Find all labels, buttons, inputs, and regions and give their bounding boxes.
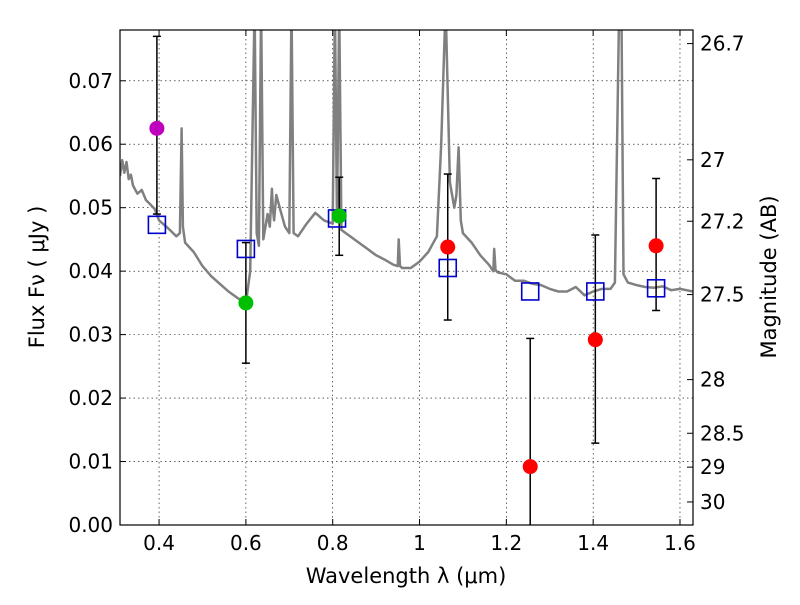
observed-flux-point [648, 238, 664, 254]
y-tick-label: 0.01 [68, 450, 113, 474]
model-photometry-point [646, 278, 666, 298]
model-photometry-point [236, 239, 256, 259]
y-tick-label: 0.06 [68, 132, 113, 156]
plot-area [120, 30, 693, 525]
x-tick-label: 0.4 [143, 531, 175, 555]
y2-axis-ticks: 26.7 27 27.2 27.5 28 28.5 29 30 [687, 32, 745, 514]
y2-axis-label: Magnitude (AB) [757, 195, 781, 358]
x-tick-label: 1.6 [664, 531, 696, 555]
observed-flux-point [149, 120, 165, 136]
model-photometry-point [438, 258, 458, 278]
y-tick-label: 0.05 [68, 196, 113, 220]
y-tick-label: 0.03 [68, 323, 113, 347]
model-photometry-point [586, 282, 605, 301]
x-tick-label: 1 [413, 531, 426, 555]
y2-tick-label: 26.7 [700, 32, 745, 56]
x-tick-label: 0.8 [317, 531, 349, 555]
y-tick-label: 0.02 [68, 386, 113, 410]
y2-tick-label: 28.5 [700, 421, 745, 445]
y2-tick-label: 27.2 [700, 209, 745, 233]
y-axis-ticks: 0.00 0.01 0.02 0.03 0.04 0.05 0.06 0.07 [68, 69, 126, 537]
y-tick-label: 0.00 [68, 513, 113, 537]
model-photometry-point [147, 215, 167, 235]
y2-tick-label: 27 [700, 148, 725, 172]
observed-flux-point [587, 332, 603, 348]
y2-tick-label: 27.5 [700, 283, 745, 307]
x-tick-label: 1.4 [577, 531, 609, 555]
observed-flux-point [522, 459, 538, 475]
y-tick-label: 0.04 [68, 259, 113, 283]
model-photometry-point [520, 282, 540, 301]
y2-tick-label: 29 [700, 455, 725, 479]
axes-frame [119, 29, 694, 526]
x-tick-label: 1.2 [490, 531, 522, 555]
y-axis-label: Flux Fν ( μJy ) [25, 206, 49, 349]
observed-flux-point [238, 295, 254, 311]
y2-tick-label: 28 [700, 368, 725, 392]
observed-flux-point [331, 208, 347, 224]
x-axis-label: Wavelength λ (μm) [306, 564, 507, 588]
y-tick-label: 0.07 [68, 69, 113, 93]
x-tick-label: 0.6 [230, 531, 262, 555]
x-axis-ticks: 0.4 0.6 0.8 1 1.2 1.4 1.6 [143, 30, 696, 555]
observed-flux-point [440, 239, 456, 255]
template-spectrum-line [120, 30, 693, 305]
y2-tick-label: 30 [700, 490, 725, 514]
